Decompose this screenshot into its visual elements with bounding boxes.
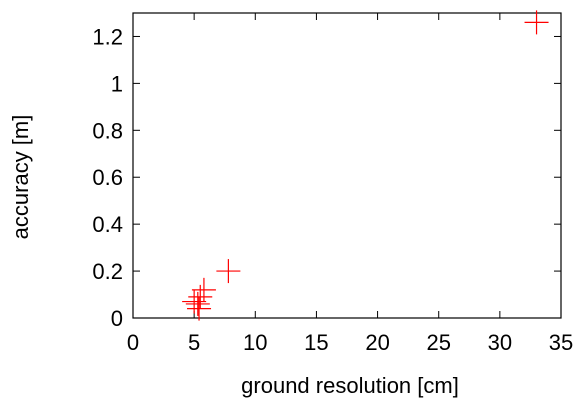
data-point <box>182 290 206 314</box>
x-tick-label: 20 <box>365 330 389 355</box>
x-tick-label: 30 <box>488 330 512 355</box>
x-tick-label: 35 <box>549 330 573 355</box>
ticks: 0 5 10 15 20 25 30 35 0 0.2 0.4 0.6 0.8 1 1.2 <box>92 13 573 355</box>
data-point <box>188 285 212 309</box>
y-tick-label: 0.8 <box>92 118 123 143</box>
axes <box>133 13 561 318</box>
data-points <box>182 10 548 320</box>
data-point <box>187 297 211 321</box>
x-tick-label: 10 <box>243 330 267 355</box>
x-tick-label: 0 <box>127 330 139 355</box>
y-tick-label: 1 <box>111 71 123 96</box>
data-point <box>525 10 549 34</box>
y-tick-label: 0 <box>111 306 123 331</box>
data-point <box>192 278 216 302</box>
y-tick-label: 0.6 <box>92 165 123 190</box>
y-axis-label: accuracy [m] <box>8 115 33 240</box>
x-tick-label: 25 <box>426 330 450 355</box>
x-tick-label: 15 <box>304 330 328 355</box>
data-point <box>216 259 240 283</box>
x-tick-label: 5 <box>188 330 200 355</box>
y-tick-label: 0.4 <box>92 212 123 237</box>
y-tick-label: 1.2 <box>92 24 123 49</box>
x-axis-label: ground resolution [cm] <box>241 373 459 398</box>
data-point <box>186 292 210 316</box>
plot-frame <box>133 13 561 318</box>
y-tick-label: 0.2 <box>92 259 123 284</box>
